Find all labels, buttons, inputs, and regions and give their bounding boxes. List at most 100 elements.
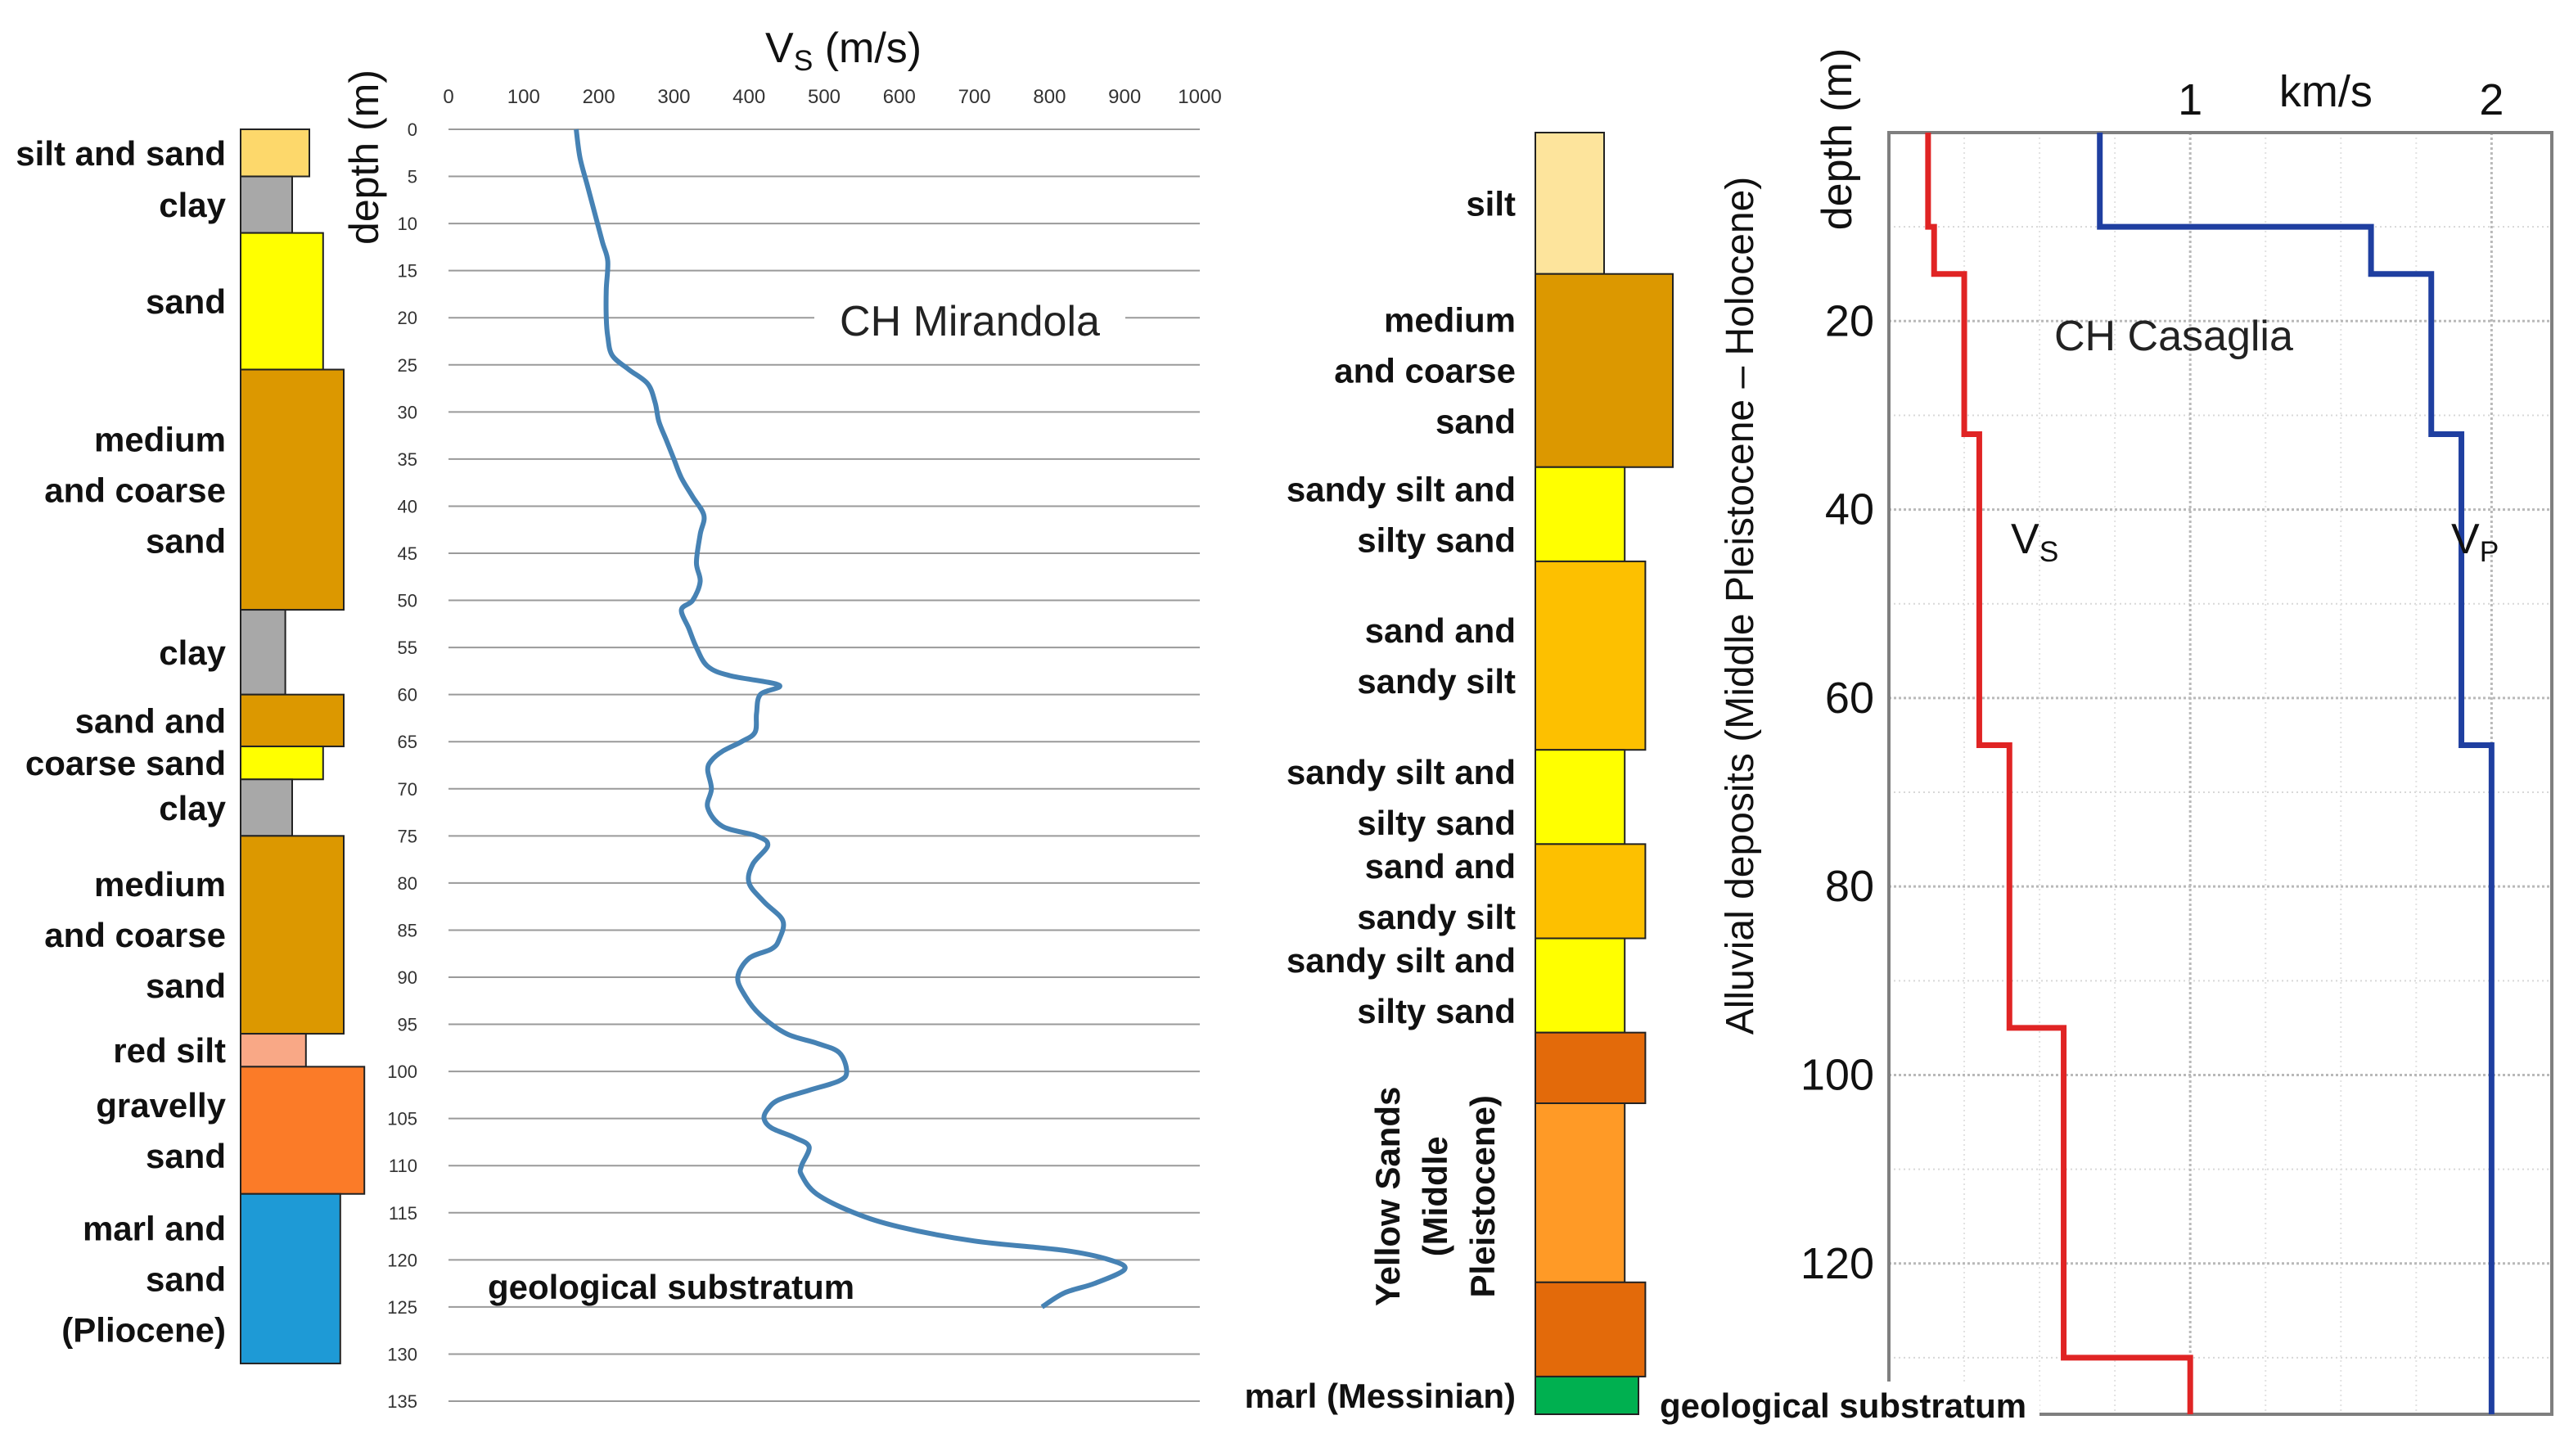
lithology-label: and coarse (44, 916, 226, 954)
x-tick-label: 1000 (1178, 86, 1221, 108)
lithology-layer (240, 1192, 341, 1364)
y-axis-title: depth (m) (1814, 48, 1861, 231)
yellow-sands-label: Pleistocene) (1463, 1095, 1502, 1297)
vp-series-line (2097, 133, 2495, 1414)
y-tick-label: 130 (387, 1344, 417, 1364)
y-tick-label: 10 (398, 214, 417, 234)
y-tick-label: 45 (398, 543, 417, 564)
x-axis-title: km/s (2279, 67, 2373, 116)
y-tick-label: 35 (398, 449, 417, 470)
x-tick-label: 100 (507, 86, 540, 108)
lithology-label: sand (146, 1137, 226, 1175)
lithology-layer (240, 368, 345, 611)
lithology-label: sandy silt and (1287, 753, 1516, 791)
y-tick-label: 55 (398, 638, 417, 658)
lithology-layer (1535, 749, 1626, 845)
lithology-label: sand and (75, 701, 226, 740)
vs-series-line (1925, 133, 2193, 1414)
lithology-label: medium (94, 420, 226, 458)
y-tick-label: 30 (398, 402, 417, 422)
lithology-label: sandy silt and (1287, 470, 1516, 508)
x-tick-label: 0 (443, 86, 453, 108)
lithology-label: sand and (1365, 847, 1516, 886)
y-tick-label: 60 (1825, 674, 1874, 723)
y-tick-label: 75 (398, 826, 417, 846)
lithology-layer (1535, 132, 1605, 275)
lithology-label: sandy silt (1357, 898, 1516, 936)
substratum-label-background (1655, 1382, 2039, 1429)
y-tick-label: 100 (387, 1062, 417, 1082)
lithology-label: silt and sand (16, 134, 226, 173)
lithology-label: medium (94, 865, 226, 904)
lithology-layer (1535, 1281, 1647, 1377)
lithology-label: (Pliocene) (61, 1310, 226, 1349)
x-tick-label: 300 (657, 86, 690, 108)
plot-frame (1887, 131, 2553, 1416)
vs-series-label: VS (2011, 516, 2058, 568)
x-tick-label: 2 (2479, 75, 2504, 124)
y-tick-label: 40 (1825, 485, 1874, 534)
x-tick-label: 800 (1033, 86, 1066, 108)
y-tick-label: 120 (1801, 1239, 1874, 1288)
lithology-label: sand (146, 521, 226, 560)
lithology-layer (240, 128, 310, 178)
vp-series-label: VP (2451, 516, 2499, 568)
lithology-label: medium (1384, 301, 1516, 340)
lithology-layer (240, 835, 345, 1035)
lithology-label: marl and (83, 1209, 226, 1247)
y-tick-label: 80 (398, 873, 417, 894)
mirandola-panel: 0 5 10 15 20 25 30 35 40 45 50 55 60 65 70 75 80 85 90 95 10… (16, 25, 1221, 1412)
y-tick-label: 100 (1801, 1050, 1874, 1099)
y-tick-label: 25 (398, 355, 417, 376)
yellow-sands-label: Yellow Sands (1368, 1087, 1407, 1306)
lithology-label: marl (Messinian) (1245, 1377, 1516, 1415)
y-tick-label: 20 (398, 308, 417, 328)
lithology-label: silty sand (1357, 804, 1516, 842)
lithology-label: sand (146, 967, 226, 1005)
lithology-label: sandy silt (1357, 662, 1516, 701)
lithology-label: and coarse (44, 471, 226, 509)
lithology-layer (1535, 843, 1647, 940)
lithology-layer (1535, 1375, 1639, 1415)
y-tick-label: 15 (398, 261, 417, 282)
y-axis-title: depth (m) (341, 70, 387, 245)
yellow-sands-label: (Middle (1416, 1136, 1454, 1256)
y-tick-label: 50 (398, 591, 417, 611)
y-tick-label: 85 (398, 920, 417, 940)
chart-title: CH Mirandola (840, 298, 1100, 345)
lithology-label: sand (146, 1260, 226, 1298)
lithology-label: sandy silt and (1287, 941, 1516, 980)
x-tick-label: 1 (2178, 75, 2202, 124)
y-tick-label: 60 (398, 685, 417, 705)
lithology-layer (240, 175, 293, 234)
lithology-label: clay (159, 789, 226, 827)
y-tick-label: 40 (398, 496, 417, 516)
lithology-label: sand (1435, 403, 1516, 441)
lithology-label: sand (146, 282, 226, 321)
lithology-label: red silt (113, 1031, 226, 1070)
lithology-label: silty sand (1357, 521, 1516, 559)
x-tick-label: 200 (583, 86, 615, 108)
lithology-layer (1535, 1031, 1647, 1105)
lithology-label: sand and (1365, 611, 1516, 650)
alluvial-deposits-label: Alluvial deposits (Middle Pleistocene – … (1719, 177, 1762, 1035)
lithology-layer (1535, 273, 1674, 468)
x-tick-label: 500 (808, 86, 841, 108)
y-tick-label: 70 (398, 779, 417, 800)
y-tick-label: 0 (408, 119, 417, 140)
lithology-layer (240, 232, 324, 371)
lithology-layer (1535, 937, 1626, 1034)
lithology-label: silty sand (1357, 992, 1516, 1030)
y-tick-label: 80 (1825, 862, 1874, 911)
lithology-label: silt (1466, 184, 1516, 223)
y-tick-label: 110 (389, 1156, 417, 1176)
y-tick-label: 90 (398, 967, 417, 988)
y-tick-label: 120 (387, 1250, 417, 1270)
x-tick-label: 400 (732, 86, 765, 108)
y-tick-label: 115 (389, 1203, 417, 1224)
lithology-label: coarse sand (25, 744, 226, 782)
y-tick-label: 5 (408, 167, 417, 187)
lithology-layer (240, 609, 286, 696)
title-background (814, 291, 1125, 352)
lithology-layer (240, 745, 324, 781)
